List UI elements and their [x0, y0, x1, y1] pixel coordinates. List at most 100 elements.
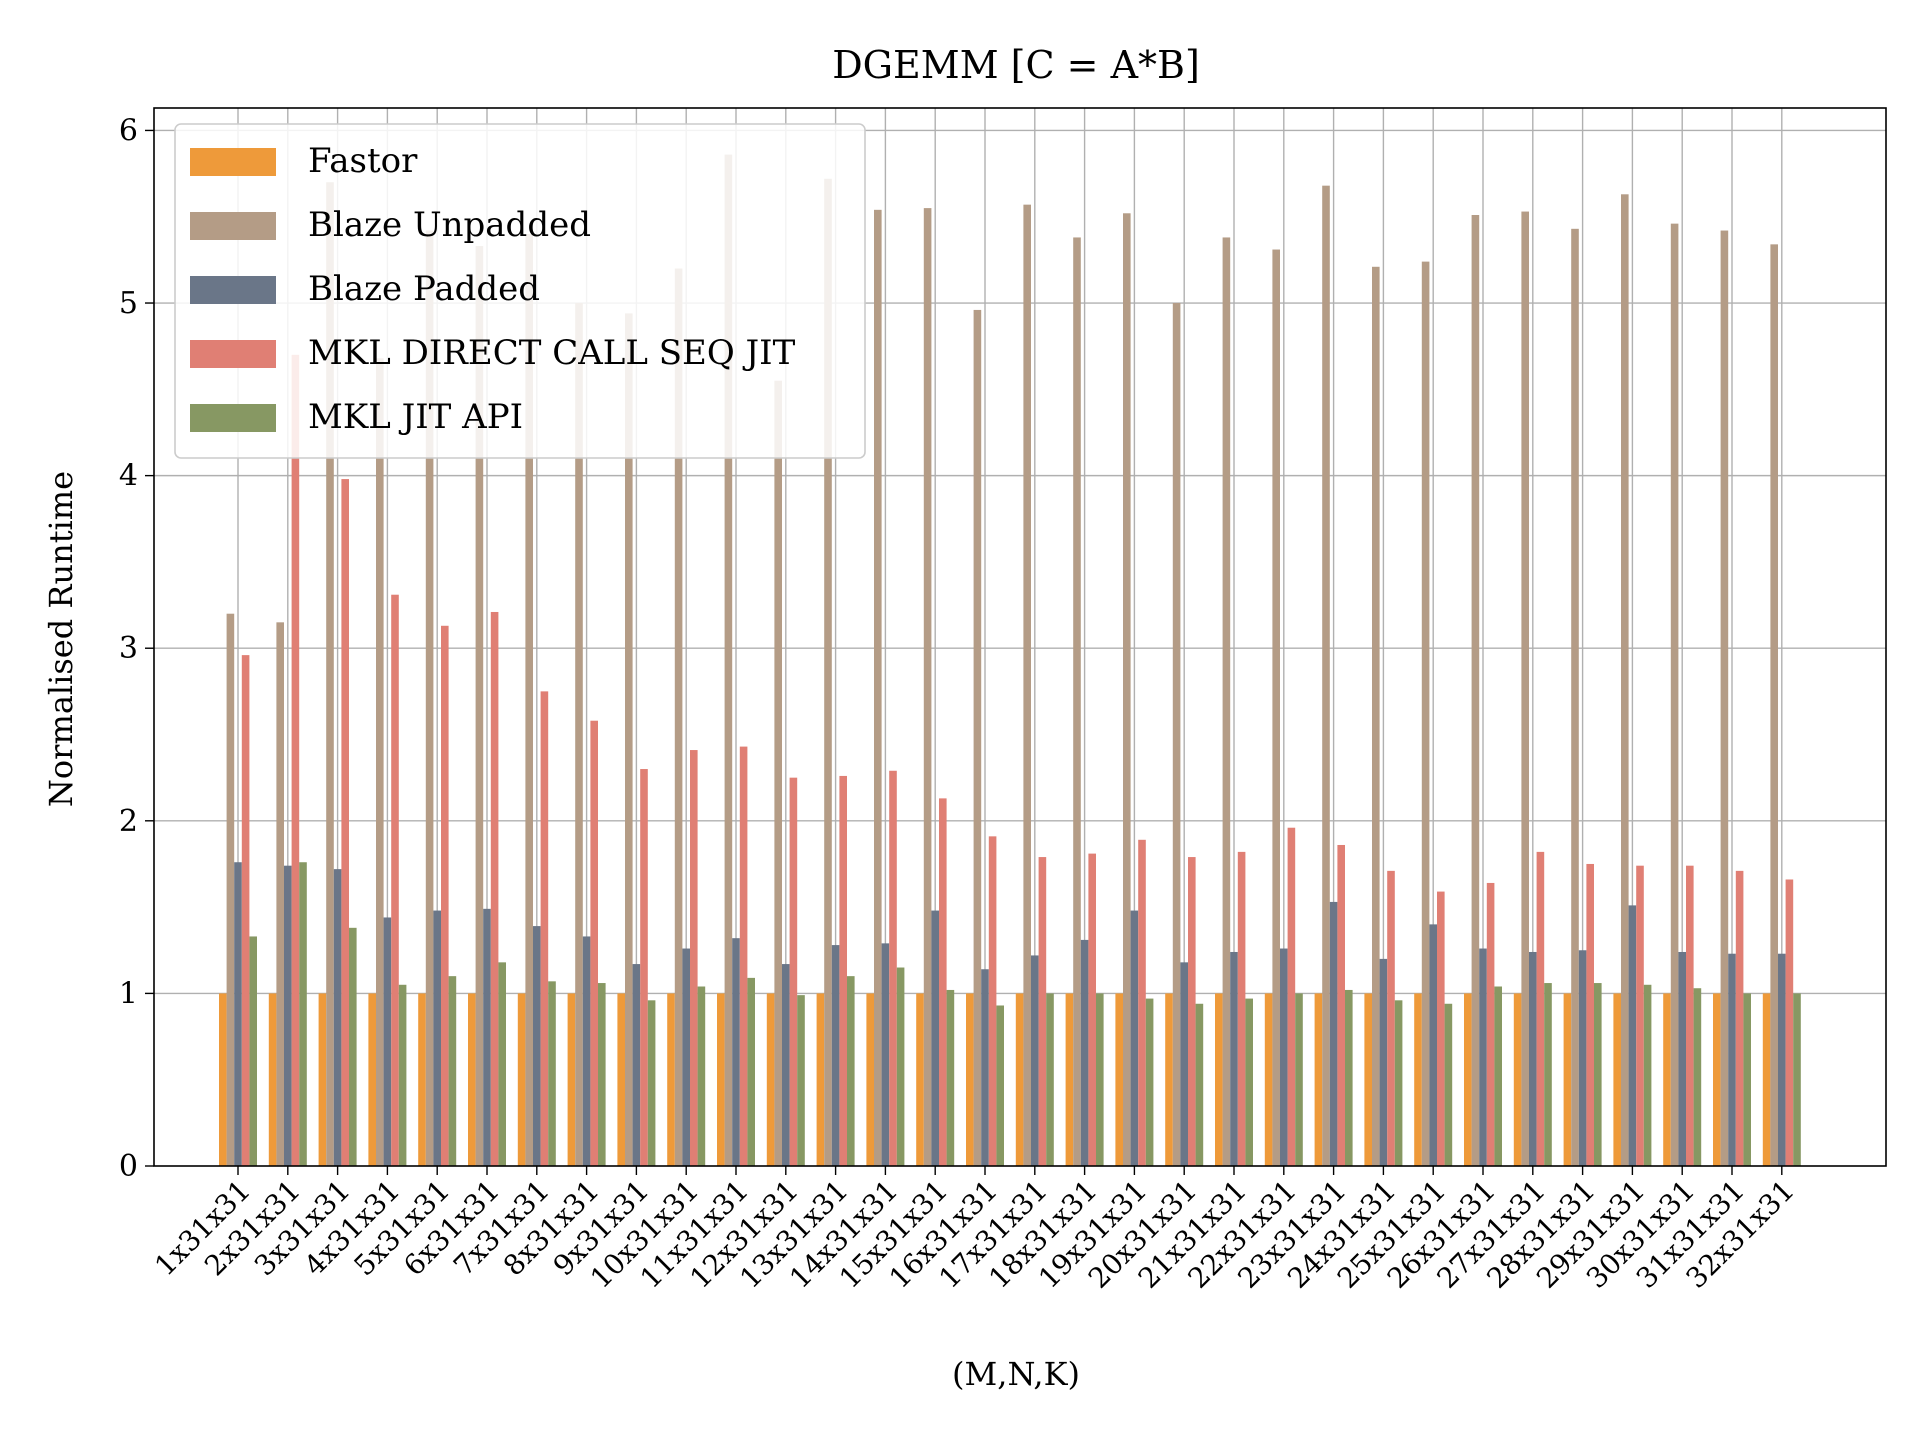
plot-frame — [153, 107, 1887, 1167]
bar — [789, 777, 798, 1166]
bar — [1414, 993, 1422, 1166]
legend-swatch — [190, 212, 276, 240]
bar — [1295, 993, 1303, 1166]
bar — [1080, 939, 1089, 1166]
bar — [249, 936, 257, 1166]
bar — [1314, 993, 1323, 1166]
bar — [1387, 870, 1395, 1166]
legend-label: MKL DIRECT CALL SEQ JIT — [308, 333, 796, 373]
bar — [1494, 986, 1502, 1166]
bar — [1023, 204, 1031, 1166]
bar — [1479, 948, 1487, 1166]
bar — [391, 594, 399, 1166]
bar — [1586, 863, 1594, 1166]
bar — [625, 313, 633, 1167]
bar — [724, 154, 733, 1166]
bar — [241, 655, 250, 1166]
bar — [1180, 962, 1188, 1166]
bar — [1394, 1000, 1403, 1166]
bar — [1793, 993, 1801, 1166]
bar — [1264, 993, 1273, 1166]
bar — [1678, 951, 1686, 1166]
bar — [1594, 983, 1602, 1166]
bar — [1693, 988, 1702, 1166]
legend-swatch — [190, 340, 276, 368]
bar — [732, 938, 740, 1166]
bar — [946, 989, 955, 1166]
bar — [1165, 993, 1173, 1166]
bar — [1613, 993, 1621, 1166]
bar — [1578, 950, 1587, 1166]
bar — [1735, 870, 1744, 1166]
bar — [333, 869, 342, 1166]
bar — [973, 309, 982, 1166]
y-tick-label: 3 — [119, 631, 138, 666]
bar — [1444, 1003, 1453, 1166]
bar — [268, 993, 277, 1166]
bar — [923, 208, 932, 1167]
bar — [1521, 211, 1529, 1166]
bar — [1130, 910, 1139, 1166]
bar — [1188, 857, 1196, 1166]
bar — [797, 995, 805, 1166]
bar — [774, 380, 782, 1166]
bar — [1686, 865, 1694, 1166]
bar — [349, 927, 357, 1166]
bar — [1046, 993, 1054, 1166]
bar — [1720, 230, 1729, 1166]
bars — [219, 154, 1801, 1167]
bar — [847, 976, 855, 1166]
bar — [1322, 185, 1330, 1166]
bar — [916, 993, 924, 1166]
bar — [1429, 924, 1437, 1166]
bar — [1544, 983, 1552, 1166]
bar — [931, 910, 939, 1166]
bar — [1713, 993, 1721, 1166]
legend: Fastor Blaze Unpadded Blaze Padded MKL DIRE… — [174, 123, 866, 459]
bar — [831, 945, 840, 1166]
bar — [1663, 993, 1671, 1166]
bar — [839, 775, 847, 1166]
bar — [1222, 237, 1231, 1166]
bar — [1785, 879, 1794, 1166]
bar — [1073, 237, 1081, 1166]
bar — [1563, 993, 1572, 1166]
bar — [418, 993, 426, 1166]
bar — [326, 182, 334, 1166]
bar — [1364, 993, 1372, 1166]
bar — [1345, 989, 1353, 1166]
bar — [640, 769, 648, 1166]
bar — [598, 983, 606, 1166]
bar — [441, 625, 449, 1166]
bar — [1571, 228, 1579, 1166]
bar — [988, 836, 997, 1166]
bar — [475, 246, 484, 1166]
bar — [1762, 993, 1771, 1166]
bar — [1471, 215, 1480, 1166]
bar — [632, 964, 641, 1166]
bar — [739, 746, 748, 1166]
y-tick-label: 2 — [119, 804, 138, 839]
bar — [1145, 998, 1154, 1166]
bar — [874, 209, 882, 1167]
bar — [1195, 1003, 1204, 1166]
y-tick-label: 4 — [119, 459, 138, 494]
bar — [276, 622, 284, 1166]
bar — [747, 977, 755, 1166]
legend-swatch — [190, 148, 276, 176]
bar — [1643, 984, 1652, 1166]
bar — [383, 917, 392, 1166]
bar — [889, 770, 897, 1166]
bar — [517, 993, 526, 1166]
bar — [284, 865, 292, 1166]
y-tick-label: 1 — [119, 976, 138, 1011]
bar — [1628, 905, 1637, 1166]
bar — [939, 798, 947, 1166]
legend-label: MKL JIT API — [308, 397, 523, 437]
bar — [1536, 851, 1545, 1166]
y-tick-label: 5 — [119, 286, 138, 321]
bar — [299, 862, 307, 1166]
bar — [1728, 953, 1736, 1166]
legend-swatch — [190, 404, 276, 432]
